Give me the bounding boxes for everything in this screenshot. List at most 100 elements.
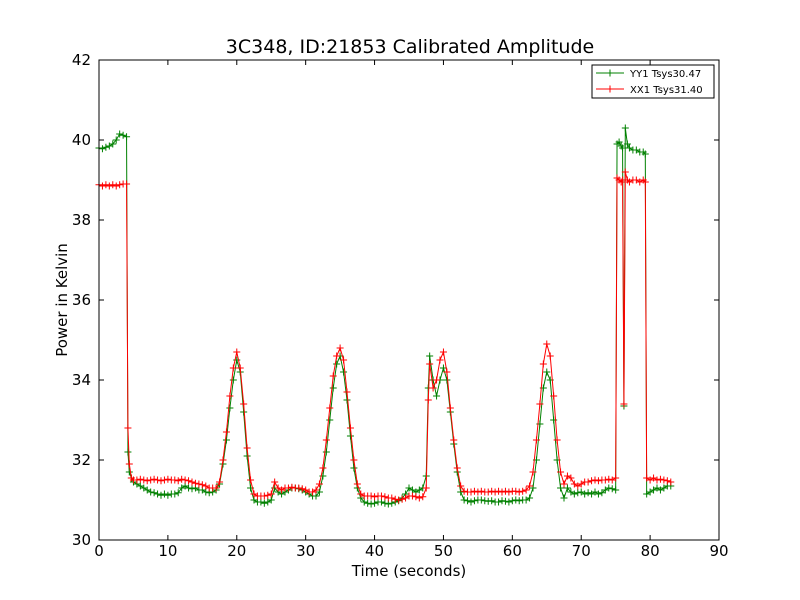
x-tick-label: 0 xyxy=(94,542,104,560)
data-point xyxy=(160,476,168,484)
data-point xyxy=(591,476,599,484)
data-point xyxy=(147,488,155,496)
data-point xyxy=(260,492,268,500)
data-point xyxy=(560,494,568,502)
data-point xyxy=(557,484,565,492)
data-point xyxy=(398,495,406,503)
data-point xyxy=(467,498,475,506)
data-point xyxy=(570,490,578,498)
data-point xyxy=(619,144,627,152)
data-point xyxy=(388,494,396,502)
data-point xyxy=(612,486,620,494)
data-point xyxy=(608,485,616,493)
data-point xyxy=(605,475,613,483)
data-point xyxy=(436,356,444,364)
data-point xyxy=(457,488,465,496)
data-point xyxy=(312,492,320,500)
data-point xyxy=(174,477,182,485)
data-point xyxy=(660,476,668,484)
data-point xyxy=(460,487,468,495)
data-point xyxy=(543,368,551,376)
data-point xyxy=(191,479,199,487)
data-point xyxy=(157,477,165,485)
data-point xyxy=(236,364,244,372)
data-point xyxy=(439,348,447,356)
x-tick-label: 70 xyxy=(572,542,591,560)
data-point xyxy=(329,372,337,380)
data-point xyxy=(350,456,358,464)
data-point xyxy=(367,492,375,500)
data-point xyxy=(226,392,234,400)
data-point xyxy=(522,486,530,494)
data-point xyxy=(140,476,148,484)
data-point xyxy=(102,143,110,151)
data-point xyxy=(526,494,534,502)
y-tick-label: 30 xyxy=(72,531,91,549)
data-point xyxy=(267,490,275,498)
series-layer xyxy=(95,124,675,508)
data-point xyxy=(470,497,478,505)
data-point xyxy=(515,488,523,496)
data-point xyxy=(260,499,268,507)
x-tick-label: 50 xyxy=(434,542,453,560)
data-point xyxy=(98,182,106,190)
series-1 xyxy=(95,124,675,508)
data-point xyxy=(346,432,354,440)
data-point xyxy=(371,499,379,507)
data-point xyxy=(467,488,475,496)
data-point xyxy=(364,499,372,507)
data-point xyxy=(109,181,117,189)
data-point xyxy=(512,487,520,495)
data-point xyxy=(315,480,323,488)
data-point xyxy=(381,493,389,501)
x-tick-label: 40 xyxy=(365,542,384,560)
data-point xyxy=(536,400,544,408)
data-point xyxy=(505,488,513,496)
data-point xyxy=(116,181,124,189)
data-point xyxy=(377,498,385,506)
data-point xyxy=(229,376,237,384)
data-point xyxy=(243,452,251,460)
data-point xyxy=(284,484,292,492)
data-point xyxy=(340,368,348,376)
x-axis-title: Time (seconds) xyxy=(351,562,467,580)
data-point xyxy=(408,492,416,500)
data-point xyxy=(185,477,193,485)
data-point xyxy=(133,476,141,484)
data-point xyxy=(178,475,186,483)
data-point xyxy=(181,476,189,484)
data-point xyxy=(336,344,344,352)
data-point xyxy=(532,436,540,444)
data-point xyxy=(119,131,127,139)
data-point xyxy=(656,475,664,483)
data-point xyxy=(484,488,492,496)
data-point xyxy=(526,482,534,490)
data-point xyxy=(663,477,671,485)
data-point xyxy=(123,180,131,188)
data-point xyxy=(584,478,592,486)
data-point xyxy=(419,493,427,501)
data-point xyxy=(340,356,348,364)
data-point xyxy=(450,436,458,444)
data-point xyxy=(188,485,196,493)
data-point xyxy=(240,400,248,408)
data-point xyxy=(433,376,441,384)
data-point xyxy=(621,124,629,132)
x-tick-label: 60 xyxy=(503,542,522,560)
data-point xyxy=(171,490,179,498)
data-point xyxy=(424,396,432,404)
data-point xyxy=(501,487,509,495)
data-point xyxy=(343,388,351,396)
data-point xyxy=(102,181,110,189)
data-point xyxy=(412,493,420,501)
data-point xyxy=(553,436,561,444)
y-tick-label: 40 xyxy=(72,131,91,149)
data-point xyxy=(601,476,609,484)
data-point xyxy=(226,404,234,412)
data-point xyxy=(267,496,275,504)
data-point xyxy=(501,497,509,505)
data-point xyxy=(116,130,124,138)
data-point xyxy=(329,384,337,392)
data-point xyxy=(395,496,403,504)
data-point xyxy=(443,368,451,376)
